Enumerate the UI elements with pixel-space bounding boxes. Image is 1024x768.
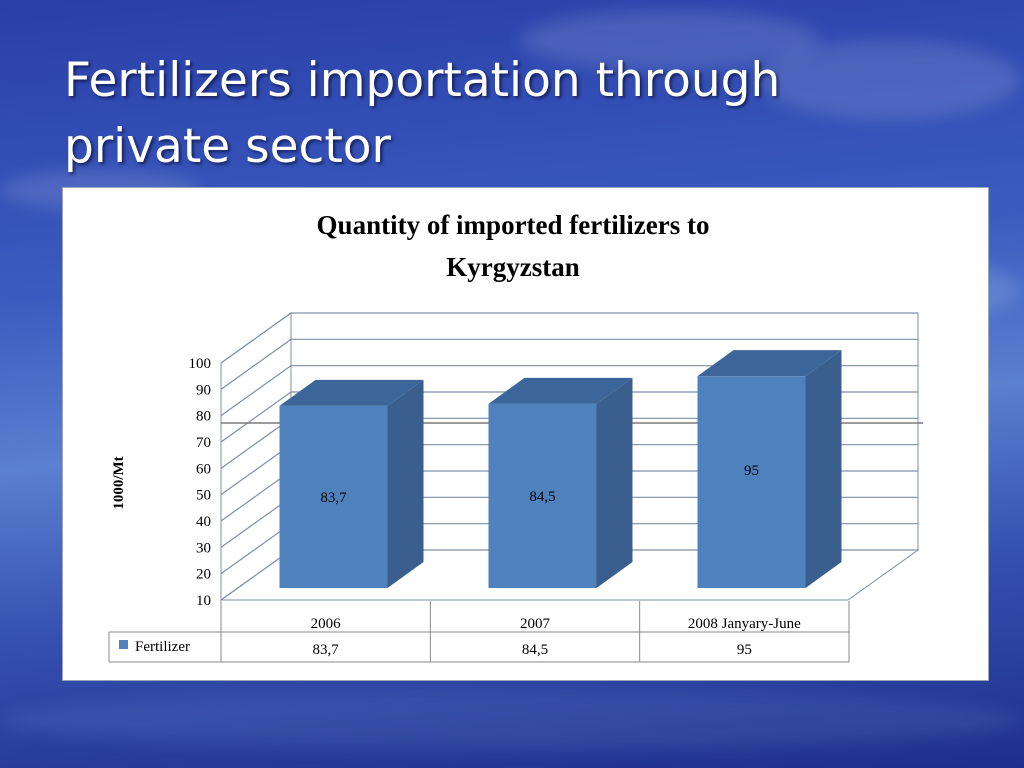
bar xyxy=(488,403,597,588)
bar-value-label: 84,5 xyxy=(529,489,555,505)
slide-title-line2: private sector xyxy=(64,119,391,174)
gridline xyxy=(220,312,918,364)
y-axis-label: 1000/Mt xyxy=(111,456,127,509)
bar-side xyxy=(387,379,424,588)
bar-top xyxy=(697,350,842,377)
chart-title-line1: Quantity of imported fertilizers to xyxy=(317,210,710,240)
gridline xyxy=(220,365,918,417)
y-tick-label: 80 xyxy=(196,409,211,425)
chart-frame: Quantity of imported fertilizers to Kyrg… xyxy=(62,187,989,681)
y-tick-label: 100 xyxy=(189,356,212,372)
bar-side xyxy=(805,350,842,588)
chart-title-line2: Kyrgyzstan xyxy=(446,252,579,282)
bar xyxy=(697,376,806,588)
slide-title: Fertilizers importation through private … xyxy=(64,48,964,180)
plot-area: 100 90 80 70 60 50 40 30 20 10 83,7 84,5 95 xyxy=(189,312,923,609)
x-category-label: 2007 xyxy=(520,616,551,632)
y-tick-label: 60 xyxy=(196,461,211,477)
bar-value-label: 95 xyxy=(744,463,759,479)
gridline xyxy=(220,338,918,390)
bar xyxy=(279,405,388,588)
y-tick-label: 40 xyxy=(196,514,211,530)
y-tick-label: 30 xyxy=(196,540,211,556)
data-table: 2006 83,7 2007 84,5 2008 Janyary-June 95 Ferti… xyxy=(108,601,850,663)
bar-side xyxy=(596,377,633,588)
y-tick-label: 20 xyxy=(196,567,211,583)
y-tick-label: 70 xyxy=(196,435,211,451)
y-tick-label: 90 xyxy=(196,382,211,398)
table-value: 84,5 xyxy=(522,642,548,658)
slide-title-line1: Fertilizers importation through xyxy=(64,53,781,108)
bar-chart: Quantity of imported fertilizers to Kyrg… xyxy=(108,210,923,663)
bar-top xyxy=(279,379,424,406)
x-category-label: 2006 xyxy=(311,616,342,632)
y-tick-label: 10 xyxy=(196,593,211,609)
legend-label: Fertilizer xyxy=(135,639,190,655)
bar-top xyxy=(488,377,633,404)
legend-swatch xyxy=(119,640,128,649)
bar-value-label: 83,7 xyxy=(320,490,347,506)
y-tick-label: 50 xyxy=(196,488,211,504)
x-category-label: 2008 Janyary-June xyxy=(688,616,801,632)
table-value: 83,7 xyxy=(313,642,340,658)
table-value: 95 xyxy=(737,642,752,658)
